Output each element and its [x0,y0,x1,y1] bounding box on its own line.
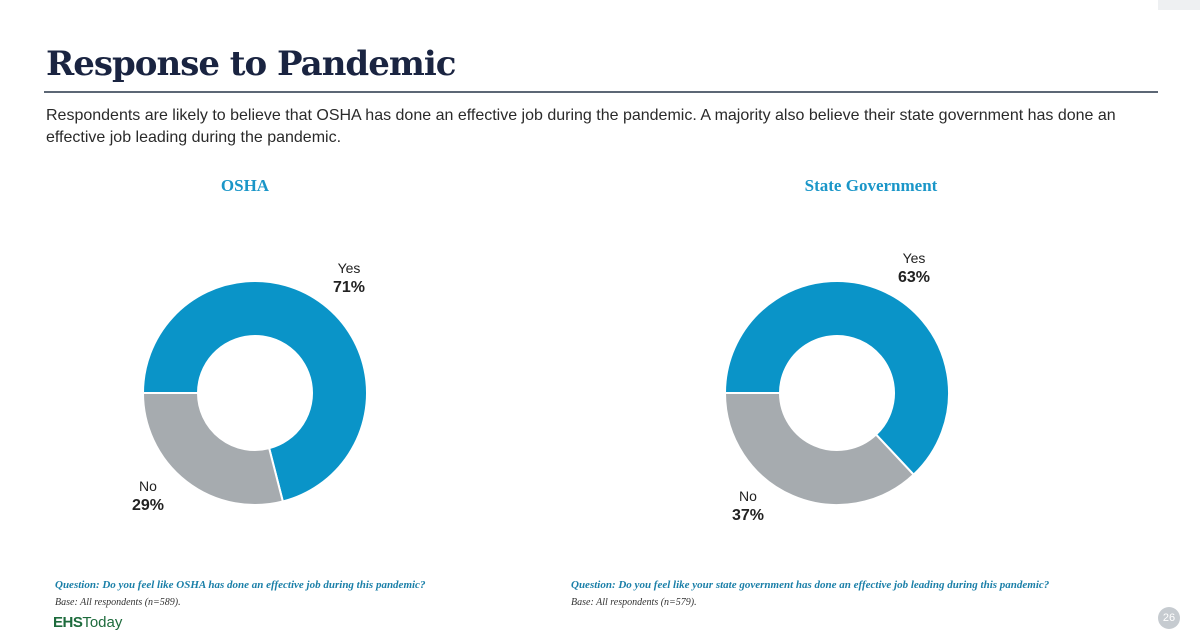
category-label-state-government-yes: Yes [903,250,926,266]
value-label-osha-yes: 71% [333,279,365,296]
ehs-today-logo: EHSToday [53,614,122,631]
title-divider [44,91,1158,93]
value-label-osha-no: 29% [132,497,164,514]
slice-state-government-yes [723,280,950,477]
value-label-state-government-yes: 63% [898,269,930,286]
logo-bold-text: EHS [53,614,83,631]
chart-heading-osha: OSHA [220,176,270,195]
value-label-state-government-no: 37% [732,507,764,524]
category-label-osha-yes: Yes [338,260,361,276]
slice-osha-yes [141,280,368,503]
category-label-osha-no: No [139,478,157,494]
chart-heading-state-government: State Government [804,176,938,195]
question-state-government: Question: Do you feel like your state go… [571,579,1050,591]
corner-tab [1158,0,1200,10]
question-osha: Question: Do you feel like OSHA has done… [55,579,426,591]
slide-subtitle: Respondents are likely to believe that O… [46,107,1116,146]
slice-state-government-no [723,392,916,506]
page-number-badge: 26 [1158,607,1180,629]
slide-title: Response to Pandemic [46,44,456,84]
base-osha: Base: All respondents (n=589). [55,597,181,608]
logo-light-text: Today [82,614,123,631]
slice-osha-no [141,392,285,506]
category-label-state-government-no: No [739,488,757,504]
base-state-government: Base: All respondents (n=579). [571,597,697,608]
